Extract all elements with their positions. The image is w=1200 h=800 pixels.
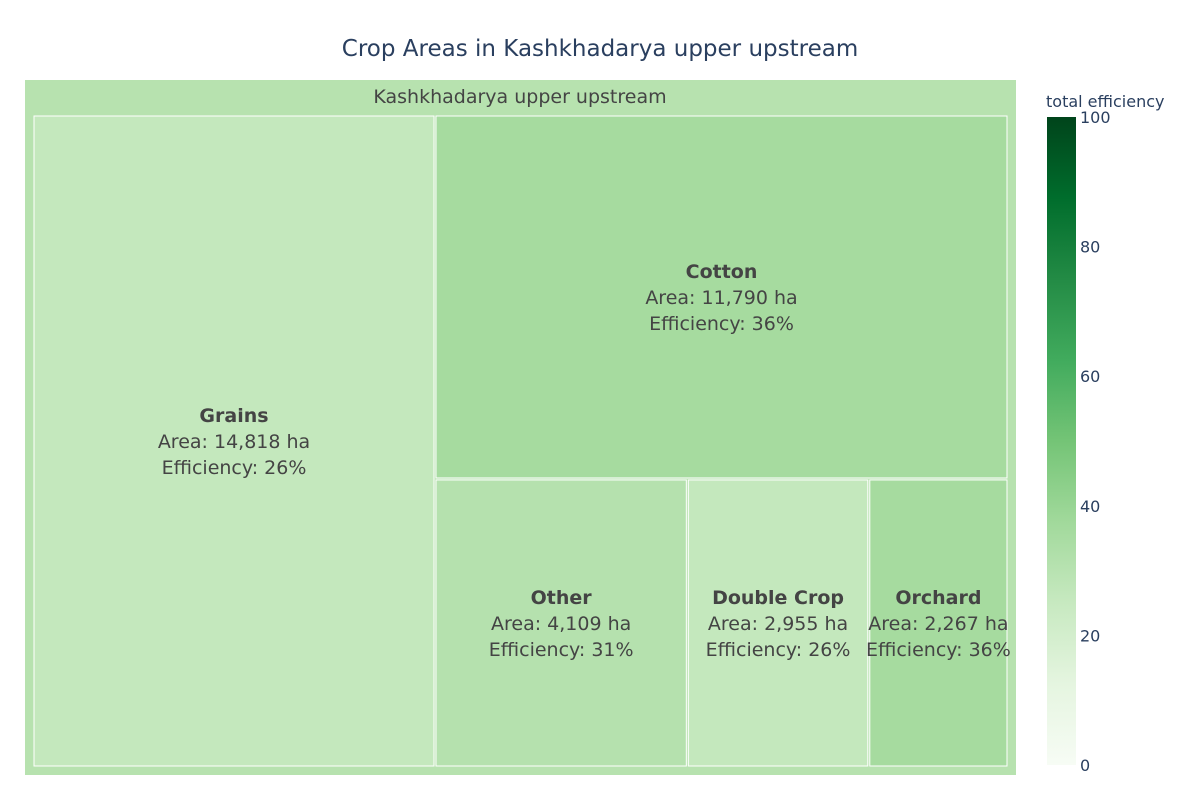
tile-rect-double-crop[interactable] <box>687 479 869 767</box>
tile-area-cotton: Area: 11,790 ha <box>645 287 797 309</box>
tile-name-double-crop: Double Crop <box>712 587 844 609</box>
tile-area-double-crop: Area: 2,955 ha <box>708 613 848 635</box>
tile-rect-other[interactable] <box>435 479 687 767</box>
tile-area-orchard: Area: 2,267 ha <box>868 613 1008 635</box>
tile-efficiency-grains: Efficiency: 26% <box>162 457 307 479</box>
colorbar-tick-label: 60 <box>1080 367 1100 386</box>
tile-efficiency-other: Efficiency: 31% <box>489 639 634 661</box>
chart-title: Crop Areas in Kashkhadarya upper upstrea… <box>342 36 858 62</box>
tile-grains[interactable]: Grains Area: 14,818 ha Efficiency: 26% <box>33 115 435 767</box>
tile-cotton[interactable]: Cotton Area: 11,790 ha Efficiency: 36% <box>435 115 1008 479</box>
tile-name-grains: Grains <box>199 405 268 427</box>
tile-orchard[interactable]: Orchard Area: 2,267 ha Efficiency: 36% <box>866 479 1011 767</box>
tile-area-grains: Area: 14,818 ha <box>158 431 310 453</box>
tile-efficiency-cotton: Efficiency: 36% <box>649 313 794 335</box>
tile-name-other: Other <box>531 587 593 609</box>
tile-rect-grains[interactable] <box>33 115 435 767</box>
colorbar-tick-label: 80 <box>1080 238 1100 257</box>
colorbar-title: total efficiency <box>1046 92 1164 111</box>
tile-name-cotton: Cotton <box>686 261 758 283</box>
colorbar-tick-label: 20 <box>1080 626 1100 645</box>
tile-name-orchard: Orchard <box>895 587 981 609</box>
tile-area-other: Area: 4,109 ha <box>491 613 631 635</box>
tile-efficiency-double-crop: Efficiency: 26% <box>706 639 851 661</box>
colorbar-tick-label: 100 <box>1080 108 1111 127</box>
colorbar-tick-label: 40 <box>1080 497 1100 516</box>
tile-rect-orchard[interactable] <box>869 479 1008 767</box>
tile-efficiency-orchard: Efficiency: 36% <box>866 639 1011 661</box>
colorbar-ticks: 0 20 40 60 80 100 <box>1080 108 1111 775</box>
root-label: Kashkhadarya upper upstream <box>373 86 666 108</box>
colorbar-gradient <box>1047 117 1076 765</box>
colorbar-tick-label: 0 <box>1080 756 1090 775</box>
tile-double-crop[interactable]: Double Crop Area: 2,955 ha Efficiency: 26% <box>687 479 869 767</box>
tiles-layer: Grains Area: 14,818 ha Efficiency: 26% Cott… <box>33 115 1011 767</box>
tile-rect-cotton[interactable] <box>435 115 1008 479</box>
tile-other[interactable]: Other Area: 4,109 ha Efficiency: 31% <box>435 479 687 767</box>
